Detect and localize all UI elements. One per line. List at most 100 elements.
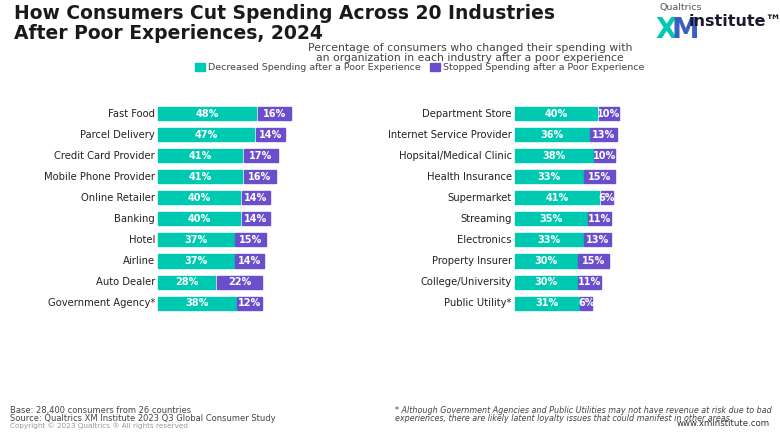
Text: 16%: 16% (263, 109, 286, 119)
FancyBboxPatch shape (243, 150, 278, 163)
Text: www.xminstitute.com: www.xminstitute.com (677, 419, 770, 428)
Text: Airline: Airline (123, 256, 155, 266)
Text: Source: Qualtrics XM Institute 2023 Q3 Global Consumer Study: Source: Qualtrics XM Institute 2023 Q3 G… (10, 414, 275, 423)
Text: 28%: 28% (175, 277, 198, 287)
Text: Decreased Spending after a Poor Experience: Decreased Spending after a Poor Experien… (208, 62, 420, 72)
FancyBboxPatch shape (515, 255, 576, 268)
Text: 11%: 11% (578, 277, 601, 287)
FancyBboxPatch shape (242, 191, 270, 204)
Text: Banking: Banking (114, 214, 155, 224)
Text: 22%: 22% (228, 277, 251, 287)
Text: 38%: 38% (186, 298, 208, 308)
Text: 13%: 13% (592, 130, 615, 140)
Text: 48%: 48% (196, 109, 219, 119)
FancyBboxPatch shape (515, 129, 589, 142)
Text: 17%: 17% (250, 151, 272, 161)
FancyBboxPatch shape (256, 129, 285, 142)
Text: an organization in each industry after a poor experience: an organization in each industry after a… (316, 53, 624, 63)
Text: M: M (672, 16, 700, 44)
FancyBboxPatch shape (158, 276, 215, 289)
Text: 41%: 41% (189, 172, 211, 182)
FancyBboxPatch shape (158, 212, 240, 225)
Text: After Poor Experiences, 2024: After Poor Experiences, 2024 (14, 24, 323, 43)
FancyBboxPatch shape (195, 63, 205, 71)
Text: Auto Dealer: Auto Dealer (96, 277, 155, 287)
Text: 10%: 10% (593, 151, 616, 161)
Text: 14%: 14% (244, 214, 268, 224)
Text: 15%: 15% (588, 172, 612, 182)
Text: 12%: 12% (238, 298, 261, 308)
Text: 37%: 37% (184, 256, 207, 266)
Text: Mobile Phone Provider: Mobile Phone Provider (44, 172, 155, 182)
FancyBboxPatch shape (515, 234, 583, 246)
Text: 14%: 14% (259, 130, 282, 140)
FancyBboxPatch shape (580, 296, 592, 310)
FancyBboxPatch shape (515, 296, 579, 310)
Text: 14%: 14% (244, 193, 268, 203)
FancyBboxPatch shape (258, 108, 291, 120)
Text: 35%: 35% (539, 214, 562, 224)
FancyBboxPatch shape (601, 191, 613, 204)
Text: 15%: 15% (582, 256, 605, 266)
Text: experiences, there are likely latent loyalty issues that could manifest in other: experiences, there are likely latent loy… (395, 414, 732, 423)
FancyBboxPatch shape (236, 234, 266, 246)
Text: Department Store: Department Store (423, 109, 512, 119)
Text: How Consumers Cut Spending Across 20 Industries: How Consumers Cut Spending Across 20 Ind… (14, 4, 555, 23)
FancyBboxPatch shape (578, 276, 601, 289)
FancyBboxPatch shape (584, 234, 611, 246)
Text: Internet Service Provider: Internet Service Provider (388, 130, 512, 140)
FancyBboxPatch shape (242, 212, 270, 225)
Text: 30%: 30% (534, 277, 558, 287)
FancyBboxPatch shape (588, 212, 611, 225)
FancyBboxPatch shape (243, 170, 276, 184)
Text: 6%: 6% (598, 193, 615, 203)
Text: 41%: 41% (189, 151, 211, 161)
FancyBboxPatch shape (515, 191, 599, 204)
Text: 40%: 40% (187, 214, 211, 224)
FancyBboxPatch shape (515, 150, 593, 163)
Text: Property Insurer: Property Insurer (432, 256, 512, 266)
FancyBboxPatch shape (594, 150, 615, 163)
FancyBboxPatch shape (158, 129, 254, 142)
Text: Parcel Delivery: Parcel Delivery (80, 130, 155, 140)
Text: Streaming: Streaming (460, 214, 512, 224)
Text: 37%: 37% (184, 235, 207, 245)
FancyBboxPatch shape (590, 129, 617, 142)
FancyBboxPatch shape (236, 255, 264, 268)
Text: 33%: 33% (537, 235, 561, 245)
Text: Qualtrics: Qualtrics (660, 3, 703, 12)
Text: Base: 28,400 consumers from 26 countries: Base: 28,400 consumers from 26 countries (10, 406, 191, 415)
FancyBboxPatch shape (158, 255, 234, 268)
Text: * Although Government Agencies and Public Utilities may not have revenue at risk: * Although Government Agencies and Publi… (395, 406, 771, 415)
Text: 33%: 33% (537, 172, 561, 182)
Text: 13%: 13% (586, 235, 609, 245)
Text: 30%: 30% (534, 256, 558, 266)
Text: 11%: 11% (588, 214, 612, 224)
Text: Stopped Spending after a Poor Experience: Stopped Spending after a Poor Experience (443, 62, 644, 72)
Text: 41%: 41% (545, 193, 569, 203)
Text: Credit Card Provider: Credit Card Provider (55, 151, 155, 161)
Text: 10%: 10% (597, 109, 620, 119)
Text: Percentage of consumers who changed their spending with: Percentage of consumers who changed thei… (308, 43, 632, 53)
Text: 36%: 36% (541, 130, 563, 140)
Text: Government Agency*: Government Agency* (48, 298, 155, 308)
FancyBboxPatch shape (158, 296, 236, 310)
FancyBboxPatch shape (158, 234, 234, 246)
Text: 47%: 47% (194, 130, 218, 140)
FancyBboxPatch shape (217, 276, 262, 289)
Text: 40%: 40% (544, 109, 568, 119)
Text: Electronics: Electronics (458, 235, 512, 245)
Text: Supermarket: Supermarket (448, 193, 512, 203)
Text: 15%: 15% (239, 235, 262, 245)
Text: Hotel: Hotel (129, 235, 155, 245)
Text: 16%: 16% (248, 172, 271, 182)
Text: 14%: 14% (238, 256, 261, 266)
FancyBboxPatch shape (584, 170, 615, 184)
Text: Public Utility*: Public Utility* (445, 298, 512, 308)
Text: Hopsital/Medical Clinic: Hopsital/Medical Clinic (399, 151, 512, 161)
Text: 31%: 31% (535, 298, 558, 308)
FancyBboxPatch shape (158, 108, 257, 120)
Text: X: X (655, 16, 676, 44)
Text: Online Retailer: Online Retailer (81, 193, 155, 203)
Text: 38%: 38% (542, 151, 565, 161)
